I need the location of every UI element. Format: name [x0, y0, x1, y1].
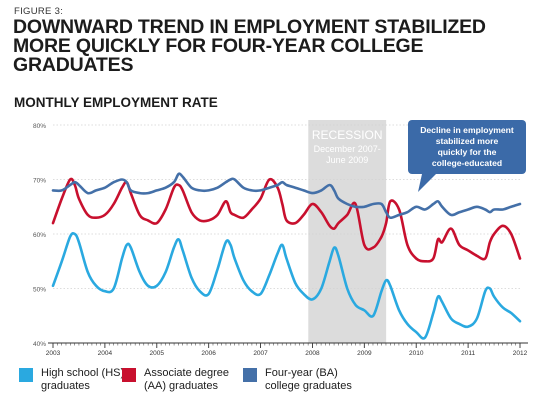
x-tick-label: 2009: [357, 350, 372, 357]
recession-band: [308, 120, 387, 343]
recession-label: RECESSION: [312, 128, 383, 142]
legend-swatch-ba: [243, 368, 257, 382]
x-tick-label: 2012: [513, 350, 528, 357]
y-tick-label: 50%: [33, 287, 46, 294]
series-line-aa: [51, 177, 522, 263]
chart-title: DOWNWARD TREND IN EMPLOYMENT STABILIZED …: [13, 16, 486, 76]
x-tick-label: 2007: [253, 350, 268, 357]
callout-text-line: quickly for the: [438, 147, 497, 157]
series-line-hs: [51, 231, 522, 340]
x-tick-label: 2006: [201, 350, 216, 357]
series-line-ba: [51, 172, 522, 220]
y-tick-label: 40%: [33, 341, 46, 348]
x-tick-label: 2004: [98, 350, 113, 357]
legend-item-hs: High school (HS) graduates: [19, 367, 141, 393]
y-tick-label: 80%: [33, 123, 46, 130]
recession-dates-line-1: December 2007-: [314, 144, 381, 154]
figure-label: FIGURE 3:: [14, 6, 64, 17]
legend-item-aa: Associate degree (AA) graduates: [122, 367, 244, 393]
callout-text-line: college-educated: [432, 158, 502, 168]
recession-dates-line-2: June 2009: [326, 155, 368, 165]
chart-subtitle: MONTHLY EMPLOYMENT RATE: [14, 95, 218, 110]
legend-swatch-aa: [122, 368, 136, 382]
callout-box: [408, 120, 526, 174]
x-tick-label: 2008: [305, 350, 320, 357]
x-tick-label: 2010: [409, 350, 424, 357]
legend-label-aa: Associate degree (AA) graduates: [144, 367, 229, 392]
x-tick-label: 2005: [150, 350, 165, 357]
legend-label-hs: High school (HS) graduates: [41, 367, 125, 392]
callout-pointer: [418, 174, 436, 192]
legend-item-ba: Four-year (BA) college graduates: [243, 367, 365, 393]
y-tick-label: 60%: [33, 232, 46, 239]
callout-text-line: Decline in employment: [420, 125, 514, 135]
x-tick-label: 2003: [46, 350, 61, 357]
x-tick-label: 2011: [461, 350, 475, 357]
legend-swatch-hs: [19, 368, 33, 382]
legend-label-ba: Four-year (BA) college graduates: [265, 367, 352, 392]
callout-text-line: stabilized more: [436, 136, 499, 146]
y-tick-label: 70%: [33, 178, 46, 185]
